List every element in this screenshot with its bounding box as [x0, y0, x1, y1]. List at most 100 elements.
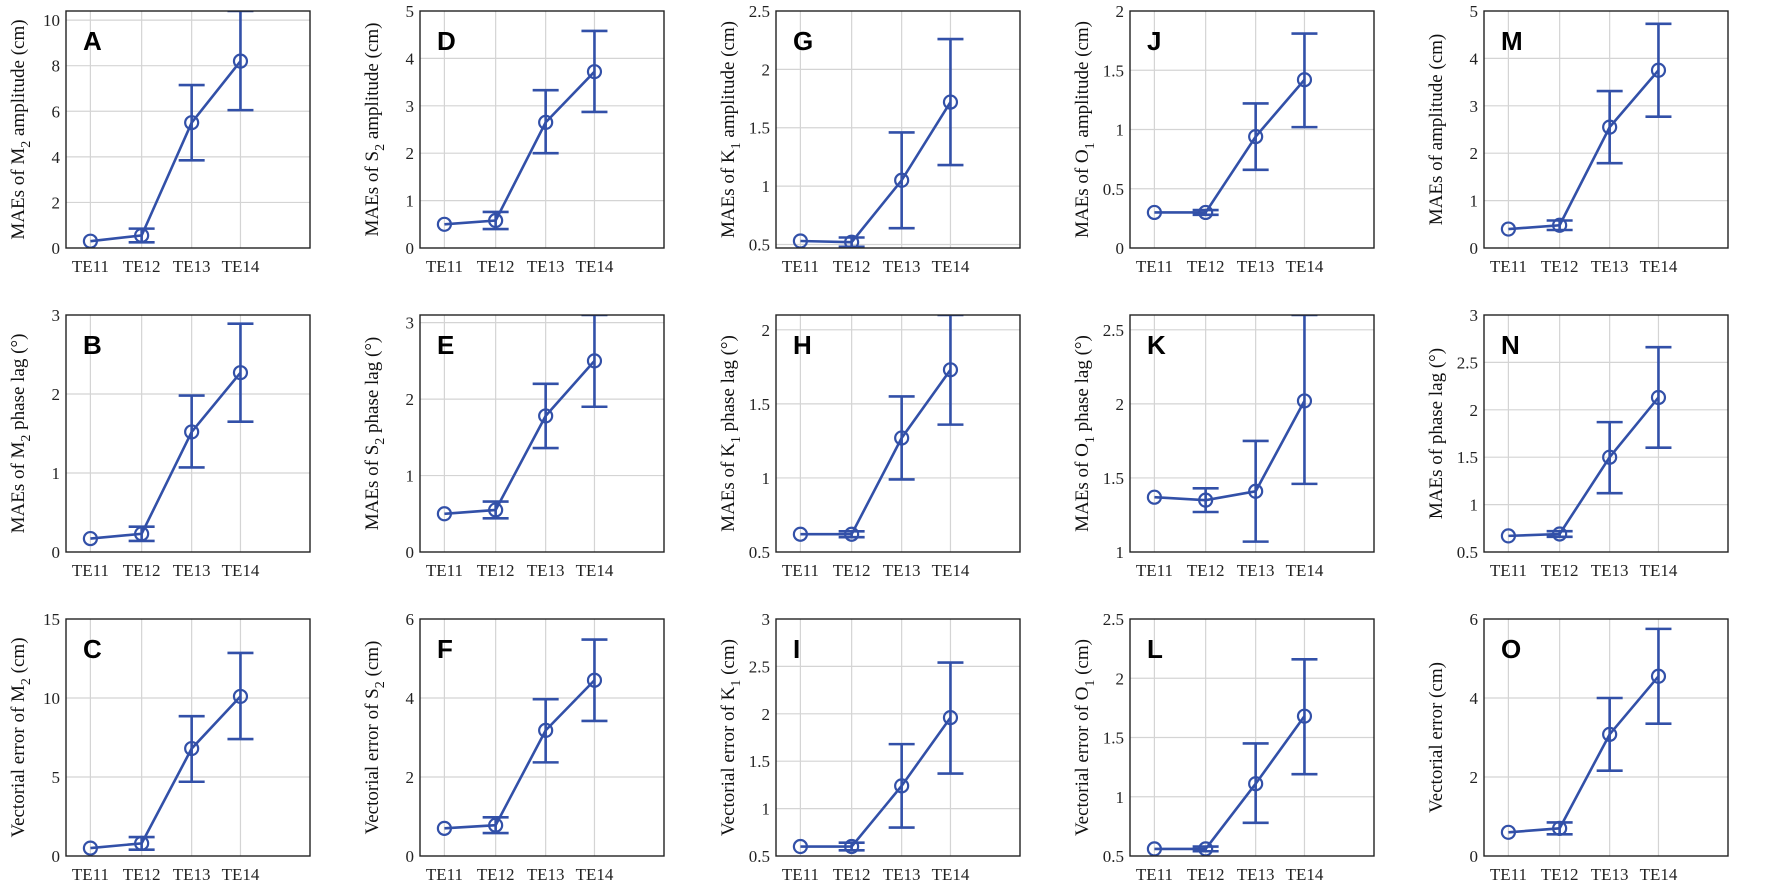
axes-frame-j [1129, 10, 1375, 249]
ytick-e-0: 0 [406, 543, 415, 562]
ytick-n-0: 0.5 [1457, 543, 1478, 562]
ylabel-subscript: 1 [729, 436, 744, 443]
ytick-b-1: 1 [52, 464, 61, 483]
ylabel-subscript: 1 [1083, 680, 1098, 687]
ylabel-subscript: 2 [19, 141, 34, 148]
data-point-f-3 [586, 672, 603, 688]
data-point-k-2 [1248, 483, 1264, 499]
data-point-e-2 [538, 408, 554, 424]
data-point-g-3 [942, 94, 959, 110]
panel-label-e: E [437, 330, 454, 360]
xtick-b-0: TE11 [72, 561, 109, 580]
ytick-n-2: 1.5 [1457, 448, 1478, 467]
xtick-m-1: TE12 [1541, 257, 1579, 276]
data-point-o-3 [1650, 668, 1667, 684]
ytick-a-4: 8 [52, 57, 61, 76]
ytick-i-4: 2.5 [749, 657, 770, 676]
data-point-h-0 [792, 526, 809, 542]
series-line-n [1508, 396, 1660, 538]
series-line-k [1154, 400, 1306, 502]
panel-label-o: O [1501, 634, 1521, 664]
xtick-j-2: TE13 [1237, 257, 1275, 276]
xtick-i-0: TE11 [782, 865, 819, 884]
xtick-j-3: TE14 [1286, 257, 1324, 276]
xtick-f-1: TE12 [477, 865, 515, 884]
ytick-o-0: 0 [1470, 847, 1479, 866]
panel-m: 0 1 2 3 4 5 TE11 TE12 TE13 TE14 MAEs of amplitude … [1426, 2, 1729, 276]
panel-label-f: F [437, 634, 453, 664]
ytick-d-0: 0 [406, 239, 415, 258]
data-point-b-0 [82, 530, 99, 547]
data-point-o-2 [1602, 726, 1618, 742]
ylabel-text-rest: phase lag (°) [1072, 335, 1093, 436]
data-point-a-1 [134, 227, 150, 244]
panel-f: 0 2 4 6 TE11 TE12 TE13 TE14 Vectorial error of S… [362, 610, 665, 884]
ylabel-text: Vectorial error of O [1072, 687, 1093, 836]
ytick-n-5: 3 [1470, 306, 1479, 325]
xtick-n-0: TE11 [1490, 561, 1527, 580]
ytick-a-5: 10 [43, 11, 60, 30]
ytick-c-2: 10 [43, 689, 60, 708]
xtick-i-1: TE12 [833, 865, 871, 884]
ylabel-text-rest: amplitude (cm) [8, 19, 29, 140]
ylabel-text: MAEs of phase lag (°) [1426, 348, 1447, 519]
axes-frame-h [775, 314, 1021, 553]
series-line-f [444, 679, 596, 830]
xtick-e-0: TE11 [426, 561, 463, 580]
data-point-c-1 [134, 835, 150, 851]
xtick-h-2: TE13 [883, 561, 921, 580]
panel-label-g: G [793, 26, 813, 56]
ylabel-text-rest: phase lag (°) [718, 335, 739, 436]
data-point-b-3 [232, 365, 249, 381]
ytick-l-4: 2.5 [1103, 610, 1124, 629]
xtick-o-3: TE14 [1640, 865, 1678, 884]
data-point-n-3 [1650, 389, 1667, 406]
ytick-m-3: 3 [1470, 97, 1479, 116]
ylabel-subscript: 2 [19, 678, 34, 685]
data-point-f-2 [538, 722, 554, 738]
data-point-h-2 [894, 430, 910, 446]
xtick-d-0: TE11 [426, 257, 463, 276]
axes-frame-n [1483, 314, 1729, 553]
ylabel-subscript: 2 [373, 438, 388, 445]
ylabel-text-rest: phase lag (°) [362, 337, 383, 438]
ylabel-e: MAEs of S2 phase lag (°) [362, 337, 388, 531]
ytick-h-0: 0.5 [749, 543, 770, 562]
series-i [792, 661, 964, 855]
ytick-m-1: 1 [1470, 192, 1479, 211]
series-line-i [800, 716, 952, 848]
data-point-e-1 [488, 502, 504, 518]
xtick-h-3: TE14 [932, 561, 970, 580]
ylabel-text: MAEs of M [8, 441, 29, 533]
xtick-g-3: TE14 [932, 257, 970, 276]
ytick-a-2: 4 [52, 148, 61, 167]
data-point-i-1 [844, 838, 860, 855]
data-point-j-1 [1198, 204, 1214, 221]
data-point-k-3 [1296, 393, 1313, 409]
ytick-m-0: 0 [1470, 239, 1479, 258]
series-l [1146, 657, 1318, 856]
xtick-o-2: TE13 [1591, 865, 1629, 884]
ytick-j-2: 1 [1116, 121, 1125, 140]
data-point-m-0 [1500, 221, 1517, 237]
ylabel-b: MAEs of M2 phase lag (°) [8, 334, 34, 534]
xtick-a-1: TE12 [123, 257, 161, 276]
series-k [1146, 315, 1318, 543]
ytick-b-2: 2 [52, 385, 61, 404]
ylabel-text: MAEs of K [718, 443, 739, 532]
data-point-f-1 [488, 817, 504, 833]
ylabel-g: MAEs of K1 amplitude (cm) [718, 21, 744, 238]
xtick-c-3: TE14 [222, 865, 260, 884]
ytick-e-2: 2 [406, 390, 415, 409]
data-point-j-2 [1248, 129, 1264, 145]
ytick-o-3: 6 [1470, 610, 1479, 629]
panel-c: 0 5 10 15 TE11 TE12 TE13 TE14 Vectorial error of… [8, 610, 311, 884]
ylabel-l: Vectorial error of O1 (cm) [1072, 639, 1098, 836]
series-line-m [1508, 69, 1660, 231]
ylabel-text-rest: amplitude (cm) [1072, 21, 1093, 142]
xtick-c-0: TE11 [72, 865, 109, 884]
